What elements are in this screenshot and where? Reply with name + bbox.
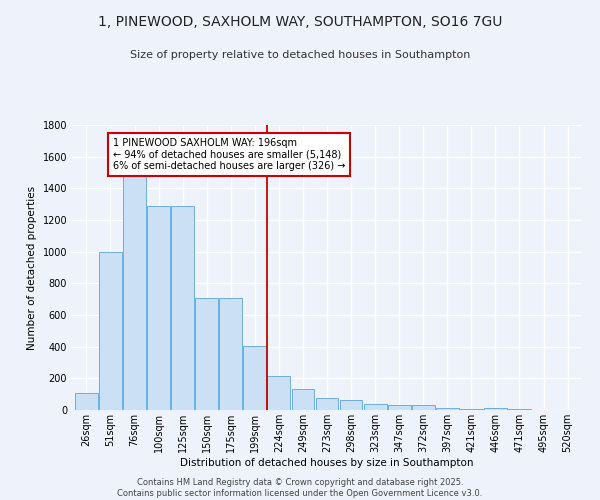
Y-axis label: Number of detached properties: Number of detached properties [27,186,37,350]
Bar [220,298,242,410]
Bar [171,206,194,410]
Text: 1, PINEWOOD, SAXHOLM WAY, SOUTHAMPTON, SO16 7GU: 1, PINEWOOD, SAXHOLM WAY, SOUTHAMPTON, S… [98,15,502,29]
Bar [75,392,98,410]
Text: Size of property relative to detached houses in Southampton: Size of property relative to detached ho… [130,50,470,60]
Bar [316,398,338,410]
Bar [244,346,266,410]
Bar [508,409,531,410]
Bar [268,376,290,410]
Bar [195,298,218,410]
Bar [123,174,146,410]
Text: Contains HM Land Registry data © Crown copyright and database right 2025.
Contai: Contains HM Land Registry data © Crown c… [118,478,482,498]
Bar [147,206,170,410]
Bar [460,409,483,410]
Bar [364,404,386,410]
Bar [292,388,314,410]
Bar [484,408,507,410]
Bar [99,252,122,410]
Bar [388,405,410,410]
X-axis label: Distribution of detached houses by size in Southampton: Distribution of detached houses by size … [180,458,474,468]
Text: 1 PINEWOOD SAXHOLM WAY: 196sqm
← 94% of detached houses are smaller (5,148)
6% o: 1 PINEWOOD SAXHOLM WAY: 196sqm ← 94% of … [113,138,345,171]
Bar [340,400,362,410]
Bar [412,405,434,410]
Bar [436,408,459,410]
